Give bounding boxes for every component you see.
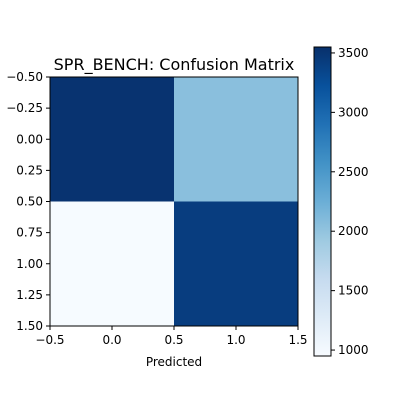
x-tick-label: −0.5 <box>35 333 64 347</box>
y-tick-label: −0.25 <box>6 101 43 115</box>
y-tick-label: −0.50 <box>6 70 43 84</box>
y-tick-label: 1.50 <box>16 319 43 333</box>
x-tick-label: 0.5 <box>164 333 183 347</box>
heatmap-cell-r1-c1 <box>174 201 298 326</box>
y-axis: −0.50 −0.25 0.00 0.25 0.50 0.75 1.00 1.25 1.50 <box>6 70 50 333</box>
x-tick-label: 1.5 <box>288 333 307 347</box>
colorbar-axis: 1000 1500 2000 2500 3000 3500 <box>331 46 369 357</box>
colorbar-tick-label: 1500 <box>338 284 369 298</box>
heatmap-cell-r1-c0 <box>50 201 174 326</box>
heatmap-cells <box>50 77 298 326</box>
y-tick-label: 0.00 <box>16 132 43 146</box>
y-tick-label: 0.75 <box>16 226 43 240</box>
colorbar-tick-label: 2000 <box>338 224 369 238</box>
y-tick-label: 0.50 <box>16 195 43 209</box>
colorbar-tick-label: 3500 <box>338 46 369 60</box>
y-tick-label: 1.00 <box>16 257 43 271</box>
heatmap-cell-r0-c1 <box>174 77 298 202</box>
x-tick-label: 0.0 <box>102 333 121 347</box>
colorbar-tick-label: 3000 <box>338 105 369 119</box>
x-tick-label: 1.0 <box>226 333 245 347</box>
chart-title: SPR_BENCH: Confusion Matrix <box>54 55 295 75</box>
y-tick-label: 0.25 <box>16 163 43 177</box>
colorbar-tick-label: 2500 <box>338 165 369 179</box>
colorbar-tick-label: 1000 <box>338 343 369 357</box>
x-axis-label: Predicted <box>146 355 202 369</box>
x-axis: −0.5 0.0 0.5 1.0 1.5 <box>35 326 308 347</box>
colorbar <box>313 46 332 357</box>
heatmap-cell-r0-c0 <box>50 77 174 202</box>
y-tick-label: 1.25 <box>16 288 43 302</box>
